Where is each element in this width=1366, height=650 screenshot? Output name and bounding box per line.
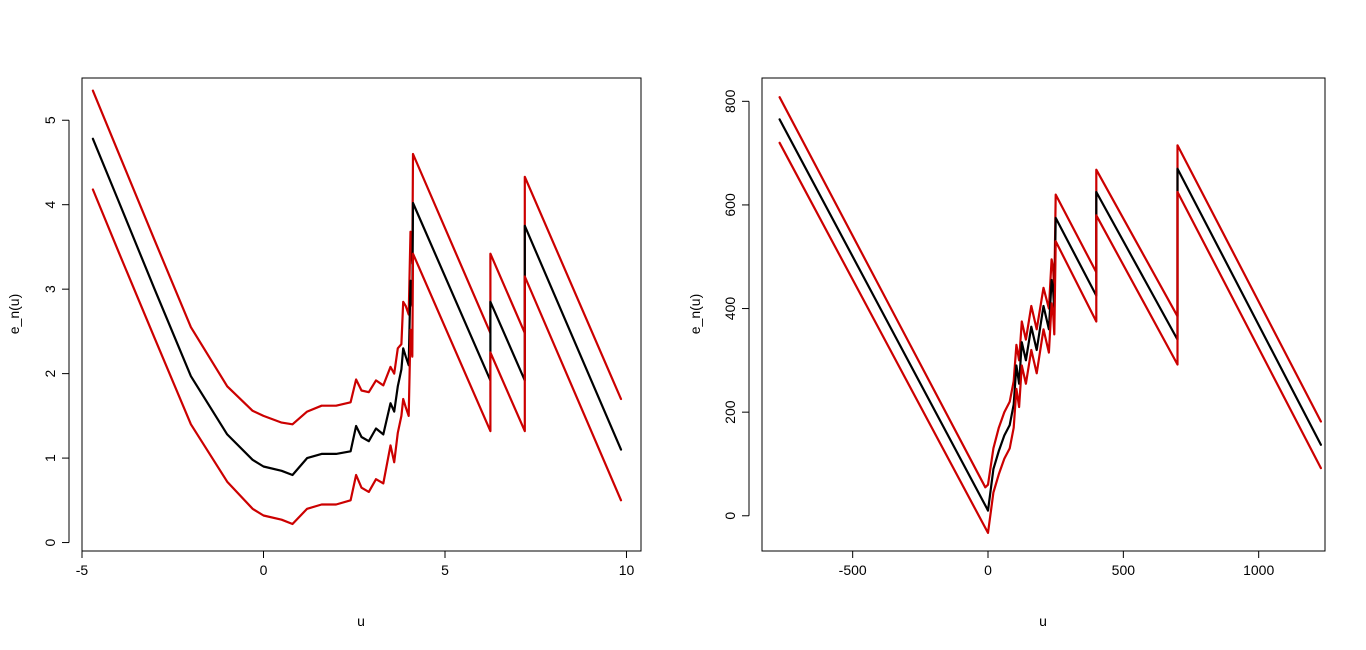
left-x-tick-label: 5 xyxy=(441,562,449,578)
left-x-tick-label: 10 xyxy=(619,562,635,578)
right-x-tick-label: 1000 xyxy=(1243,562,1274,578)
right-x-tick-label: 500 xyxy=(1112,562,1136,578)
right-y-tick-label: 400 xyxy=(722,297,738,321)
right-plot-panel: u e_n(u) -500 0 500 1000 0 200 400 600 800 xyxy=(687,77,1326,629)
left-x-axis-label: u xyxy=(357,613,365,629)
left-series-lower-bound xyxy=(91,188,623,526)
left-y-tick-label: 2 xyxy=(42,370,58,378)
right-x-tick-label: 0 xyxy=(984,562,992,578)
right-y-tick-label: 600 xyxy=(722,193,738,217)
left-y-tick-label: 5 xyxy=(42,116,58,124)
left-x-tick-label: -5 xyxy=(76,562,89,578)
left-plot-panel: u e_n(u) -5 0 5 10 0 1 2 3 4 5 xyxy=(6,77,642,629)
left-y-tick-label: 4 xyxy=(42,201,58,209)
right-x-tick-label: -500 xyxy=(839,562,867,578)
left-y-tick-label: 1 xyxy=(42,454,58,462)
right-y-axis-label: e_n(u) xyxy=(687,294,703,334)
left-series-mean-excess xyxy=(91,137,623,477)
right-series-lower-bound xyxy=(778,141,1323,535)
right-x-axis-label: u xyxy=(1039,613,1047,629)
left-y-tick-label: 0 xyxy=(42,538,58,546)
left-x-tick-label: 0 xyxy=(260,562,268,578)
left-y-axis-label: e_n(u) xyxy=(6,294,22,334)
left-y-tick-label: 3 xyxy=(42,285,58,293)
right-y-tick-label: 200 xyxy=(722,400,738,424)
left-series-upper-bound xyxy=(91,89,623,426)
right-y-tick-label: 800 xyxy=(722,89,738,113)
right-y-tick-label: 0 xyxy=(722,512,738,520)
